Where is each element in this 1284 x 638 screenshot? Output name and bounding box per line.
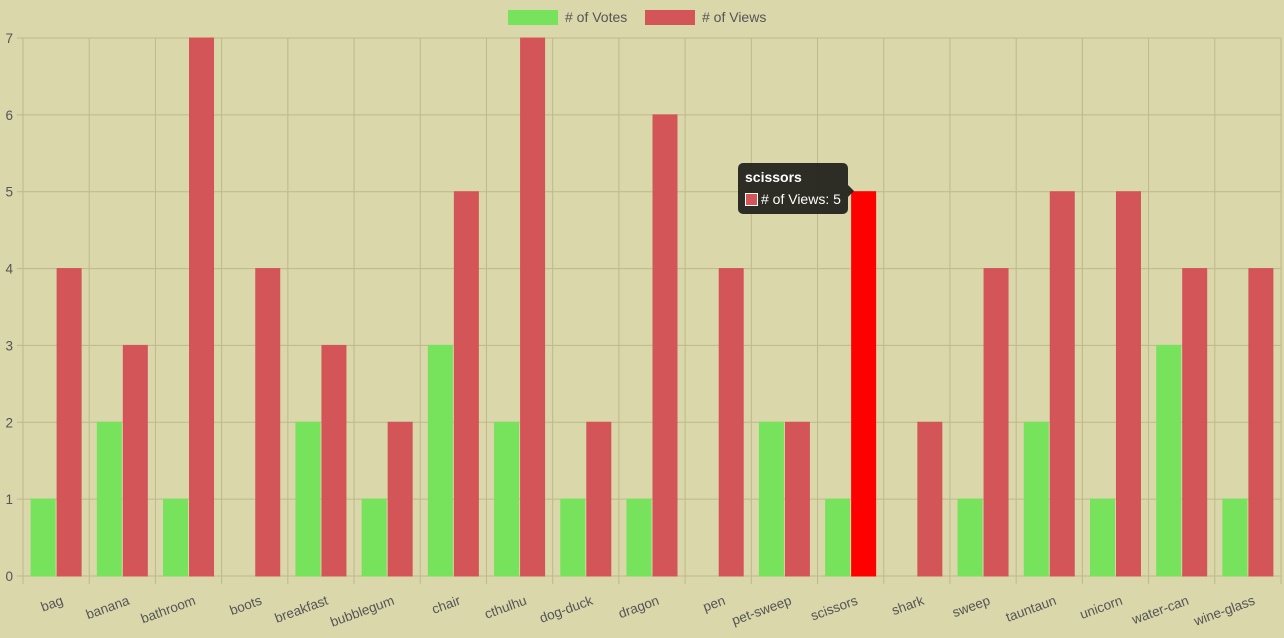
bar[interactable] xyxy=(626,498,652,577)
bar[interactable] xyxy=(295,421,321,577)
x-tick-label: dog-duck xyxy=(537,593,595,626)
bar[interactable] xyxy=(189,37,215,577)
bar[interactable] xyxy=(718,268,744,577)
legend-label[interactable]: # of Votes xyxy=(565,9,627,25)
bar[interactable] xyxy=(917,421,943,577)
x-tick-label: breakfast xyxy=(273,593,331,626)
tooltip-caret xyxy=(847,185,854,197)
bar[interactable] xyxy=(361,498,387,577)
x-tick-label: pen xyxy=(701,593,727,615)
legend-label[interactable]: # of Views xyxy=(702,9,766,25)
bar[interactable] xyxy=(983,268,1009,577)
x-tick-label: pet-sweep xyxy=(730,593,794,628)
bar[interactable] xyxy=(1115,191,1141,577)
x-tick-label: chair xyxy=(430,593,463,617)
bar[interactable] xyxy=(758,421,784,577)
x-tick-label: bag xyxy=(39,593,65,615)
y-tick-label: 6 xyxy=(5,108,13,123)
x-tick-label: shark xyxy=(890,593,926,618)
bar[interactable] xyxy=(825,498,851,577)
bar[interactable] xyxy=(1182,268,1208,577)
x-tick-label: wine-glass xyxy=(1191,593,1257,629)
bar[interactable] xyxy=(494,421,520,577)
bar[interactable] xyxy=(1156,344,1182,577)
x-tick-label: banana xyxy=(84,593,132,623)
x-tick-label: scissors xyxy=(809,593,860,624)
tooltip-color-swatch xyxy=(745,192,758,206)
bar[interactable] xyxy=(1248,268,1274,577)
bar[interactable] xyxy=(560,498,586,577)
bar[interactable] xyxy=(1023,421,1049,577)
bar[interactable] xyxy=(1089,498,1115,577)
bar[interactable] xyxy=(255,268,281,577)
legend-swatch[interactable] xyxy=(645,10,695,25)
x-tick-label: sweep xyxy=(950,593,992,620)
bar[interactable] xyxy=(1222,498,1248,577)
x-tick-label: bubblegum xyxy=(328,593,396,630)
bar[interactable] xyxy=(851,191,877,577)
bar[interactable] xyxy=(30,498,56,577)
y-tick-label: 5 xyxy=(5,185,13,200)
x-tick-label: boots xyxy=(228,593,264,618)
bar[interactable] xyxy=(96,421,122,577)
x-tick-label: tauntaun xyxy=(1004,593,1059,625)
y-tick-label: 4 xyxy=(5,262,13,277)
bar[interactable] xyxy=(387,421,413,577)
y-tick-label: 7 xyxy=(5,31,13,46)
legend-swatch[interactable] xyxy=(508,10,558,25)
tooltip-label: # of Views: 5 xyxy=(761,191,841,207)
x-tick-label: water-can xyxy=(1129,593,1191,628)
bar[interactable] xyxy=(321,344,347,577)
bar[interactable] xyxy=(520,37,546,577)
x-tick-label: dragon xyxy=(616,593,661,621)
y-tick-label: 1 xyxy=(5,492,13,507)
chart-tooltip: scissors # of Views: 5 xyxy=(738,163,854,214)
bar[interactable] xyxy=(427,344,453,577)
bar[interactable] xyxy=(453,191,479,577)
bar[interactable] xyxy=(784,421,810,577)
bar[interactable] xyxy=(586,421,612,577)
y-tick-label: 0 xyxy=(5,569,13,584)
bar[interactable] xyxy=(652,114,678,577)
y-tick-label: 3 xyxy=(5,338,13,353)
x-tick-label: unicorn xyxy=(1078,593,1125,622)
bar[interactable] xyxy=(957,498,983,577)
x-tick-label: cthulhu xyxy=(483,593,529,622)
bar[interactable] xyxy=(122,344,148,577)
bar[interactable] xyxy=(56,268,82,577)
x-tick-label: bathroom xyxy=(139,593,198,627)
bar[interactable] xyxy=(1049,191,1075,577)
bar[interactable] xyxy=(163,498,189,577)
y-tick-label: 2 xyxy=(5,415,13,430)
tooltip-title: scissors xyxy=(745,169,802,185)
